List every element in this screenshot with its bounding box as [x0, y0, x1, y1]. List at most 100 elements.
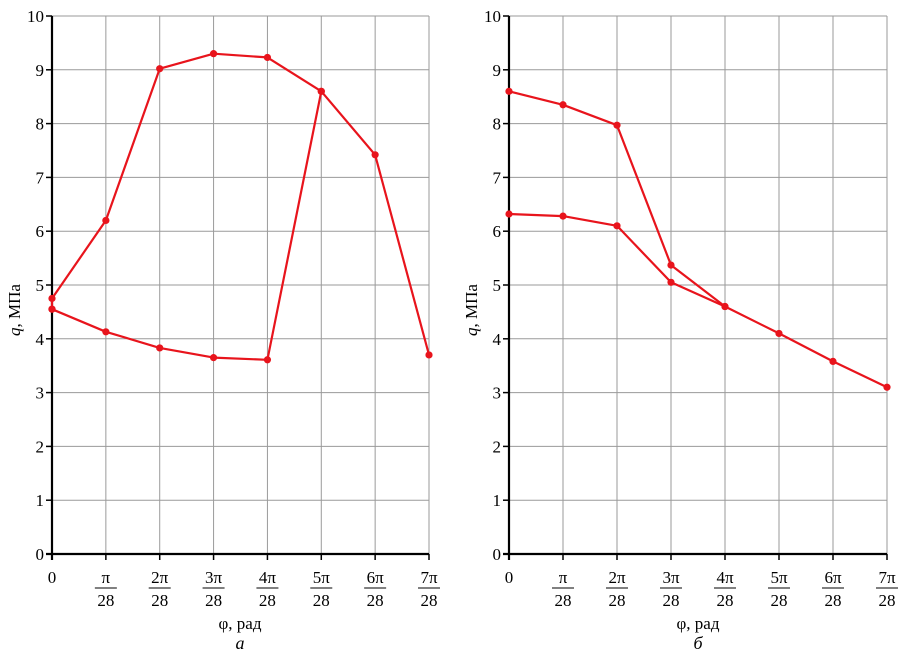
y-tick-label: 5 — [493, 276, 502, 295]
x-tick-denominator: 28 — [367, 591, 384, 610]
x-tick-numerator: 3π — [205, 568, 223, 587]
y-tick-label: 10 — [27, 7, 44, 26]
data-point — [263, 53, 272, 62]
y-axis-title-unit: , МПа — [462, 284, 481, 328]
y-tick-label: 8 — [493, 115, 502, 134]
data-point — [829, 357, 837, 365]
x-tick-numerator: 7π — [878, 568, 896, 587]
data-point — [48, 305, 56, 313]
data-point — [613, 121, 621, 129]
x-tick-numerator: 6π — [367, 568, 385, 587]
x-tick-denominator: 28 — [151, 591, 168, 610]
x-tick-denominator: 28 — [97, 591, 114, 610]
data-point — [775, 329, 783, 338]
panel-label: б — [693, 633, 703, 653]
y-axis-title-unit: , МПа — [5, 284, 24, 328]
x-tick-denominator: 28 — [771, 591, 788, 610]
data-point — [613, 222, 621, 230]
x-axis-title: φ, рад — [218, 614, 261, 633]
x-tick-denominator: 28 — [609, 591, 626, 610]
x-tick-denominator: 28 — [313, 591, 330, 610]
y-axis-title-variable: q — [462, 327, 481, 336]
data-point — [721, 302, 729, 311]
data-point — [425, 351, 433, 359]
x-tick-numerator: 5π — [313, 568, 331, 587]
x-tick-denominator: 28 — [259, 591, 276, 610]
data-point — [156, 344, 164, 352]
data-point — [505, 87, 513, 95]
series-line-1 — [50, 52, 431, 356]
panel-label: а — [236, 633, 245, 653]
x-tick-numerator: π — [102, 568, 111, 587]
y-tick-label: 6 — [36, 222, 45, 241]
data-point — [263, 356, 272, 364]
x-axis-title: φ, рад — [676, 614, 719, 633]
data-point — [667, 278, 675, 286]
x-tick-denominator: 28 — [663, 591, 680, 610]
data-point — [371, 151, 379, 159]
data-point — [317, 87, 325, 95]
x-tick-denominator: 28 — [825, 591, 842, 610]
y-tick-label: 3 — [36, 384, 45, 403]
y-tick-label: 7 — [36, 168, 45, 187]
data-point — [209, 50, 218, 58]
data-point — [667, 261, 675, 269]
x-tick-label: π 28 — [94, 568, 117, 610]
x-tick-numerator: 4π — [259, 568, 277, 587]
x-tick-denominator: 28 — [555, 591, 572, 610]
data-point — [883, 383, 891, 391]
x-tick-denominator: 28 — [879, 591, 896, 610]
y-tick-label: 6 — [493, 222, 502, 241]
x-tick-numerator: 6π — [824, 568, 842, 587]
series-line-2 — [508, 212, 888, 389]
data-point — [505, 210, 513, 218]
y-tick-label: 1 — [36, 491, 45, 510]
y-axis-title: q, МПа — [462, 284, 481, 336]
y-tick-label: 3 — [493, 384, 502, 403]
data-point — [559, 101, 567, 109]
y-tick-label: 2 — [36, 437, 45, 456]
grid — [52, 15, 430, 554]
x-tick-denominator: 28 — [421, 591, 438, 610]
x-tick-numerator: 2π — [608, 568, 626, 587]
y-tick-label: 5 — [36, 276, 45, 295]
x-tick-label: 0 — [48, 568, 57, 587]
y-tick-label: 9 — [36, 61, 45, 80]
x-tick-numerator: 5π — [770, 568, 788, 587]
y-tick-label: 8 — [36, 115, 45, 134]
data-point — [559, 212, 567, 220]
data-point — [156, 65, 164, 73]
data-point — [48, 294, 56, 303]
x-tick-numerator: 3π — [662, 568, 680, 587]
data-point — [102, 216, 110, 225]
x-tick-numerator: 7π — [420, 568, 438, 587]
x-tick-numerator: π — [559, 568, 568, 587]
data-point — [209, 354, 218, 362]
y-axis-title: q, МПа — [5, 284, 24, 336]
y-axis-title-variable: q — [5, 327, 24, 336]
x-tick-denominator: 28 — [205, 591, 222, 610]
x-tick-label: 0 — [505, 568, 514, 587]
series-line-2 — [51, 91, 323, 361]
y-tick-label: 4 — [36, 330, 45, 349]
x-tick-numerator: 4π — [716, 568, 734, 587]
y-tick-label: 0 — [493, 545, 502, 564]
y-tick-label: 0 — [36, 545, 45, 564]
y-tick-label: 2 — [493, 437, 502, 456]
y-tick-label: 10 — [484, 7, 501, 26]
x-tick-numerator: 2π — [151, 568, 169, 587]
